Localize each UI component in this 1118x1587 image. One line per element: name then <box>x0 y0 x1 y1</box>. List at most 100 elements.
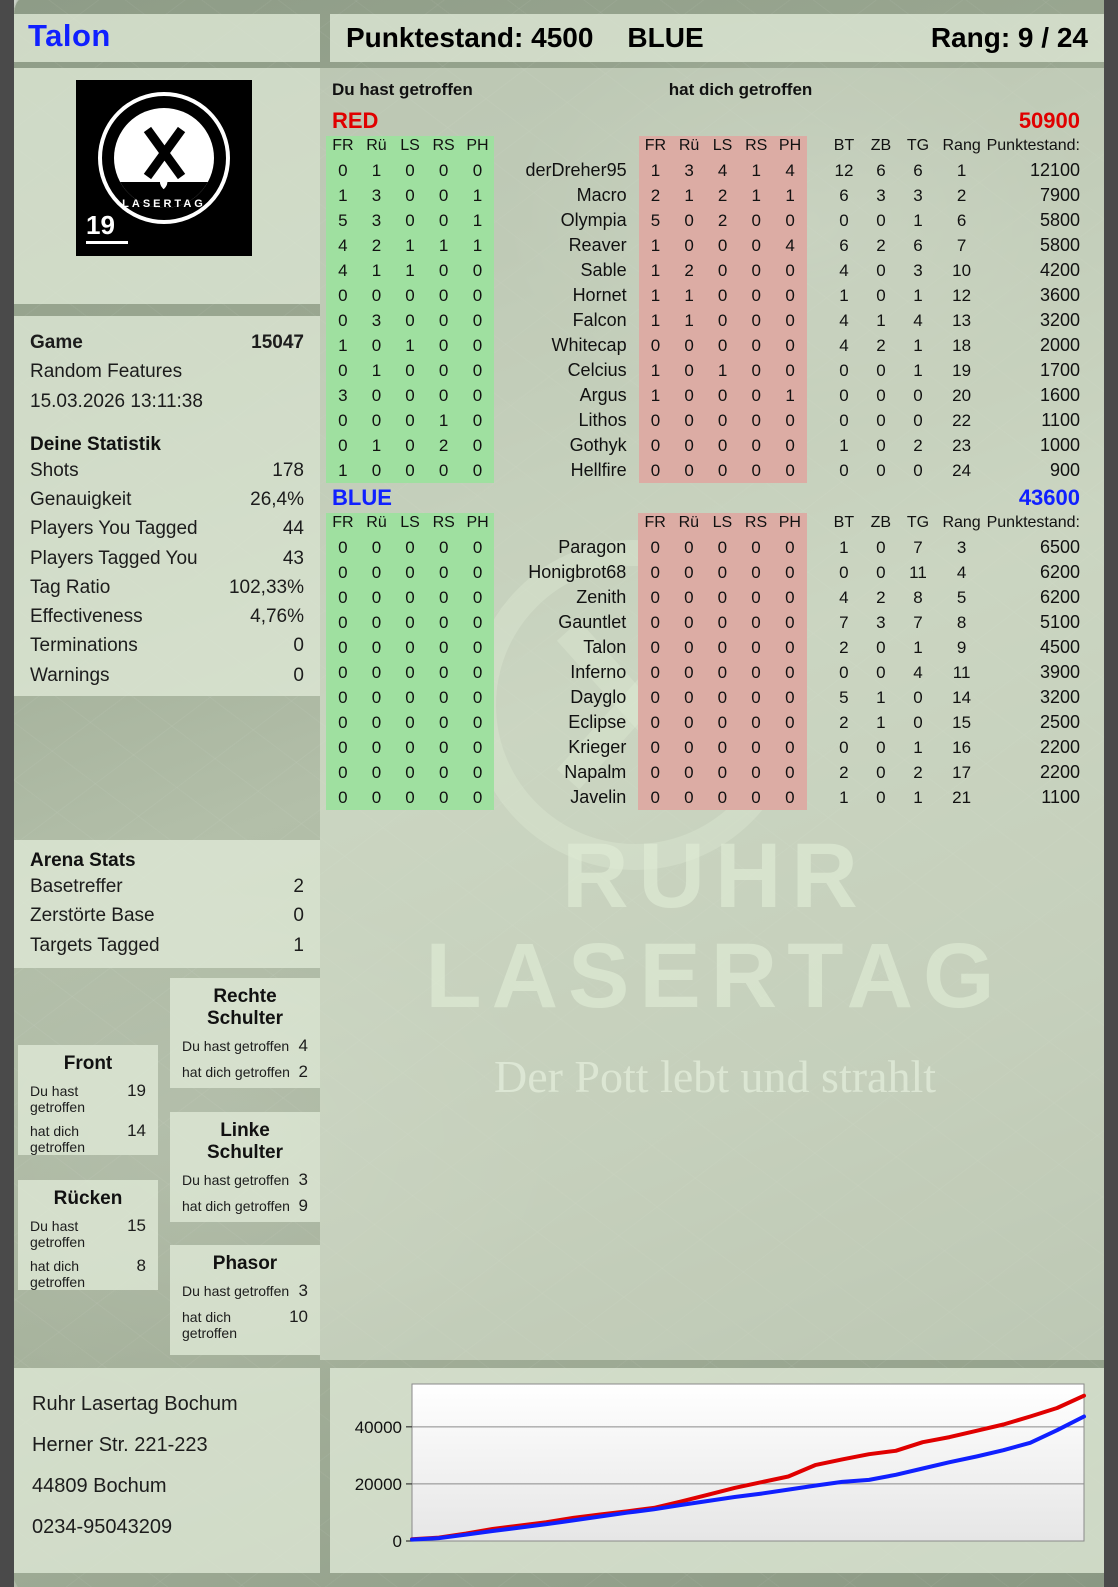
cell-you: 0 <box>426 760 461 785</box>
cell-them: 0 <box>672 433 706 458</box>
stat-value: 4,76% <box>250 606 304 627</box>
cell-them: 5 <box>638 208 673 233</box>
cell-you: 0 <box>326 610 360 635</box>
cell-player-name: Argus <box>579 385 627 405</box>
cell-them: 0 <box>705 710 740 735</box>
cell-you: 0 <box>393 535 427 560</box>
cell-bt: 4 <box>839 587 849 607</box>
cell-you: 0 <box>426 660 461 685</box>
cell-you: 0 <box>460 610 495 635</box>
cell-rank: 2 <box>956 185 967 205</box>
stat-label: Effectiveness <box>30 606 143 627</box>
score-header-panel: Punktestand: 4500 BLUE Rang: 9 / 24 <box>330 14 1104 62</box>
zone-hit-you-row: hat dich getroffen 9 <box>182 1196 308 1216</box>
cell-tg: 2 <box>913 435 923 455</box>
cell-them: 0 <box>638 585 673 610</box>
cell-player-name: Paragon <box>558 537 627 557</box>
cell-them: 0 <box>705 585 740 610</box>
game-id: 15047 <box>251 332 304 353</box>
zone-you-hit-label: Du hast getroffen <box>30 1218 86 1250</box>
cell-you: 0 <box>326 308 360 333</box>
cell-tg: 3 <box>913 185 923 205</box>
cell-bt: 0 <box>839 210 849 230</box>
cell-player-name: Krieger <box>568 737 627 757</box>
cell-you: 0 <box>326 685 360 710</box>
cell-them: 0 <box>705 458 740 483</box>
cell-them: 0 <box>672 685 706 710</box>
stat-row: Tag Ratio 102,33% <box>30 573 304 602</box>
venue-address-panel: Ruhr Lasertag Bochum Herner Str. 221-223 4… <box>14 1368 320 1573</box>
col-you-Rü: Rü <box>359 513 394 535</box>
cell-them: 0 <box>772 610 807 635</box>
zone-hit-you-row: hat dich getroffen 14 <box>30 1121 146 1155</box>
cell-you: 0 <box>359 333 394 358</box>
ruhr-lasertag-logo: RUHR LASERTAG 19 <box>76 80 252 256</box>
cell-player-name: Honigbrot68 <box>528 562 627 582</box>
cell-rank: 5 <box>956 587 967 607</box>
cell-score: 1100 <box>1041 787 1080 807</box>
cell-them: 2 <box>705 208 740 233</box>
cell-them: 1 <box>773 183 807 208</box>
cell-tg: 7 <box>913 612 923 632</box>
cell-them: 0 <box>672 535 706 560</box>
cell-score: 3900 <box>1039 662 1080 682</box>
cell-them: 0 <box>739 283 774 308</box>
cell-you: 1 <box>359 433 394 458</box>
stat-label: Shots <box>30 459 79 481</box>
cell-player-name: Reaver <box>568 235 627 255</box>
cell-them: 0 <box>672 735 706 760</box>
stat-row: Players Tagged You 43 <box>30 544 304 573</box>
cell-rank: 14 <box>952 687 972 707</box>
cell-you: 1 <box>393 333 427 358</box>
legend-hit-you: hat dich getroffen <box>668 80 813 99</box>
address-line: 44809 Bochum <box>32 1475 167 1497</box>
cell-you: 0 <box>326 660 360 685</box>
stat-value: 43 <box>282 547 304 569</box>
cell-them: 4 <box>705 158 740 183</box>
cell-score: 5100 <box>1039 612 1080 632</box>
table-header-row: FR Rü LS RS PH FR Rü LS RS PH BT ZB TG Rang Punktes… <box>326 136 1098 158</box>
col-you-LS: LS <box>393 513 427 535</box>
cell-bt: 0 <box>839 460 849 480</box>
cell-you: 0 <box>359 283 394 308</box>
cell-score: 4500 <box>1039 637 1080 657</box>
cell-tg: 2 <box>913 762 923 782</box>
col-you-Rü: Rü <box>359 136 394 158</box>
cell-player-name: Hornet <box>572 285 627 305</box>
logo-inner-disc <box>114 108 214 208</box>
cell-them: 0 <box>739 383 774 408</box>
col-BT: BT <box>833 514 855 531</box>
zone-title: Front <box>63 1053 113 1074</box>
cell-them: 0 <box>739 735 773 760</box>
cell-them: 1 <box>739 183 774 208</box>
cell-score: 1000 <box>1039 435 1080 455</box>
cell-them: 0 <box>672 408 706 433</box>
scoreboard-panel: Du hast getroffen hat dich getroffen RED… <box>320 68 1104 1360</box>
cell-player-name: Gauntlet <box>558 612 627 632</box>
cell-score: 2200 <box>1039 737 1080 757</box>
